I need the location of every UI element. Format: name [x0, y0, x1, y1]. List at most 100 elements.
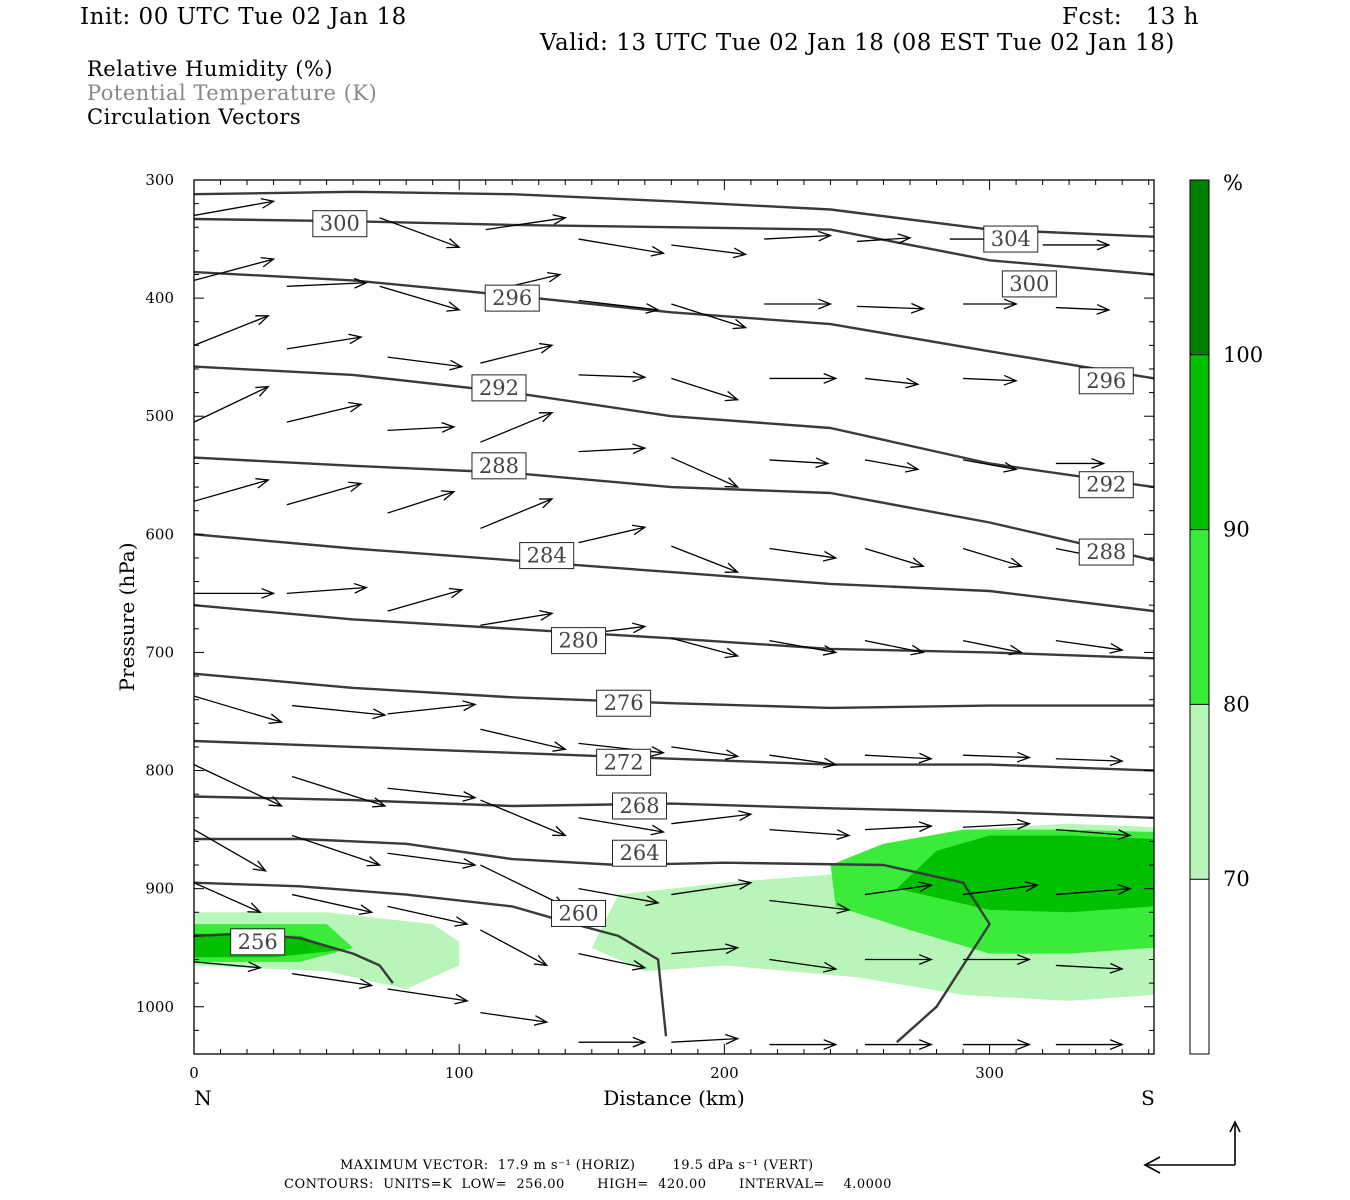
plot-frame	[193, 179, 1155, 1055]
theta-contour-280	[194, 604, 1154, 660]
vector-arrow	[194, 764, 284, 807]
vector-arrow	[387, 356, 464, 371]
vector-arrow	[1055, 962, 1124, 974]
vector-arrow	[671, 746, 740, 761]
vector-arrow	[480, 412, 554, 443]
vector-arrow	[864, 954, 933, 965]
vector-arrow	[578, 952, 647, 971]
vector-arrow	[194, 385, 270, 423]
vector-arrow	[194, 882, 262, 913]
vector-arrow	[286, 582, 369, 595]
theta-contour-260	[194, 881, 668, 1037]
colorbar-frame	[1189, 179, 1210, 1055]
y-tick-label: 700	[145, 643, 174, 661]
vector-arrow	[963, 1039, 1032, 1050]
theta-contour-292	[194, 365, 1154, 489]
vector-arrow	[769, 958, 838, 973]
vector-arrow	[1055, 303, 1111, 315]
vector-arrow	[764, 230, 833, 242]
contour-label: 268	[612, 792, 668, 820]
vector-arrow	[194, 256, 276, 282]
vector-arrow	[1055, 828, 1132, 840]
vector-arrow	[578, 1036, 647, 1048]
vector-arrow	[963, 374, 1018, 386]
vector-arrow	[578, 299, 660, 314]
x-tick-label: 200	[710, 1064, 739, 1082]
svg-text:300: 300	[320, 212, 360, 236]
vector-arrow	[769, 754, 838, 769]
vector-arrow	[1055, 884, 1132, 896]
contour-label: 288	[1078, 538, 1134, 566]
rh-shading	[194, 823, 1154, 1001]
vector-arrow	[480, 799, 567, 837]
x-axis-left-label: N	[194, 1086, 212, 1110]
vector-arrow	[291, 775, 387, 808]
x-tick-label: 300	[975, 1064, 1004, 1082]
legend-rh: Relative Humidity (%)	[87, 57, 334, 81]
vector-arrow	[769, 828, 851, 841]
vector-arrow	[671, 1033, 740, 1045]
colorbar: 100 90 80 70%	[1189, 171, 1263, 1055]
theta-contour-272	[194, 739, 1154, 772]
contour-label: 276	[596, 689, 652, 717]
svg-text:264: 264	[619, 841, 659, 865]
vector-arrow	[379, 285, 461, 312]
vector-arrow	[671, 943, 740, 955]
legend-theta: Potential Temperature (K)	[87, 81, 378, 105]
contour-labels: 256 260 264 268 272 276 280 284 288 292 296 300 304 3…	[230, 210, 1134, 956]
vector-arrow	[769, 1039, 838, 1050]
svg-text:272: 272	[604, 750, 644, 774]
vector-arrow	[963, 298, 1018, 310]
contour-label: 296	[484, 284, 540, 312]
vector-arrow	[292, 704, 387, 720]
svg-text:276: 276	[604, 691, 644, 715]
svg-text:288: 288	[1086, 540, 1126, 564]
vector-arrow	[671, 879, 753, 896]
vector-arrow	[387, 852, 477, 869]
vector-arrow	[578, 888, 660, 907]
y-tick-label: 1000	[136, 998, 174, 1016]
theta-contour-276	[194, 672, 1154, 710]
vector-arrow	[387, 490, 456, 514]
vector-arrow	[1055, 1039, 1124, 1050]
colorbar-seg-70	[1190, 704, 1209, 880]
vector-arrow	[962, 639, 1024, 656]
svg-text:296: 296	[1086, 369, 1126, 393]
y-tick-label: 300	[145, 171, 174, 189]
contour-label: 256	[230, 928, 286, 956]
vector-arrow	[864, 639, 925, 656]
init-time: Init: 00 UTC Tue 02 Jan 18	[80, 4, 407, 30]
vector-arrow	[963, 751, 1032, 763]
colorbar-seg-80	[1190, 529, 1209, 705]
vector-arrow	[194, 478, 270, 502]
vector-arrow	[194, 587, 276, 599]
colorbar-seg-100	[1190, 180, 1209, 355]
contour-label: 300	[1001, 270, 1057, 298]
y-tick-label: 500	[145, 407, 174, 425]
x-axis-label: Distance (km)	[603, 1086, 745, 1110]
vector-arrow	[480, 1012, 549, 1026]
vector-arrow	[962, 881, 1040, 896]
svg-text:256: 256	[238, 930, 278, 954]
y-axis-label: Pressure (hPa)	[115, 543, 139, 692]
contour-label: 280	[551, 627, 607, 655]
colorbar-label: 70	[1223, 867, 1250, 891]
vector-arrow	[194, 829, 268, 872]
vector-arrow	[480, 610, 554, 626]
contour-label: 292	[471, 374, 527, 402]
contour-label: 284	[519, 542, 575, 570]
vector-arrow	[963, 818, 1032, 830]
colorbar-unit: %	[1223, 171, 1243, 195]
contour-label: 304	[983, 225, 1039, 253]
vector-arrow	[379, 217, 461, 249]
contour-label: 300	[312, 210, 368, 238]
vector-arrow	[671, 377, 740, 402]
vector-arrow	[291, 893, 374, 915]
svg-text:296: 296	[492, 286, 532, 310]
vector-arrow	[291, 834, 382, 867]
vector-arrow	[962, 459, 1018, 473]
vector-arrow	[963, 954, 1032, 965]
circulation-vectors	[194, 197, 1132, 1050]
vector-arrow	[292, 973, 374, 990]
